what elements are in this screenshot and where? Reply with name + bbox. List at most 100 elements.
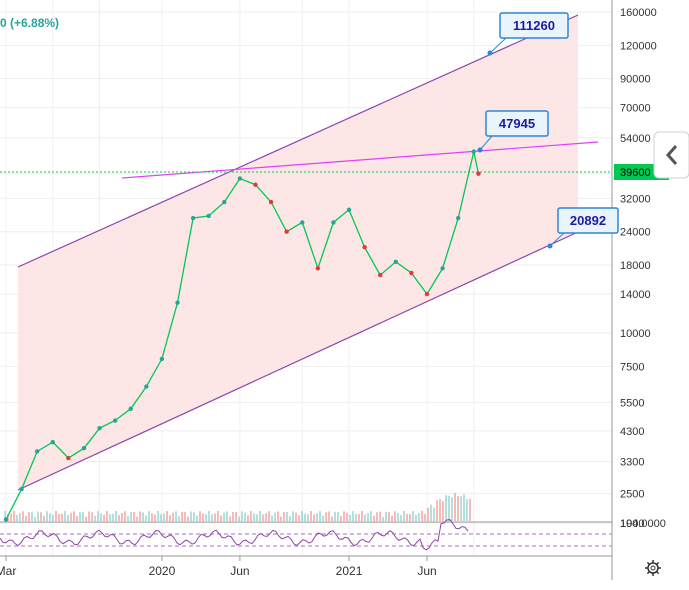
volume-bar (166, 511, 168, 521)
volume-bar (295, 512, 297, 521)
price-point (50, 439, 55, 445)
time-axis[interactable]: Mar 2020 Jun 2021 Jun (0, 556, 437, 578)
volume-bar (328, 511, 330, 521)
volume-bar (265, 513, 267, 521)
volume-bar (157, 511, 159, 521)
volume-bar (277, 511, 279, 521)
volume-bar (271, 515, 273, 521)
volume-bar (346, 512, 348, 521)
volume-bar (274, 512, 276, 521)
price-point (471, 149, 476, 154)
volume-bar (448, 495, 450, 521)
volume-bar (58, 513, 60, 521)
volume-bar (466, 499, 468, 521)
price-point (144, 384, 149, 389)
volume-bar (103, 514, 105, 521)
price-point (362, 244, 367, 250)
volume-bar (445, 495, 447, 521)
volume-bar (400, 514, 402, 521)
volume-bar (298, 515, 300, 521)
channel-upper-line (17, 14, 579, 268)
price-point (3, 517, 9, 522)
price-point (66, 455, 71, 461)
settings-button[interactable] (645, 560, 661, 576)
price-point (19, 486, 24, 492)
price-tick-label: 120000 (620, 40, 657, 52)
price-axis[interactable]: 160000 120000 90000 70000 54000 32000 24000 180… (620, 7, 657, 530)
volume-bar (361, 511, 363, 521)
volume-bar (136, 516, 138, 521)
volume-bar (268, 511, 270, 521)
volume-bar (202, 513, 204, 521)
volume-bar (151, 513, 153, 521)
volume-bar (115, 511, 117, 521)
volume-bar (397, 512, 399, 521)
volume-bar (109, 514, 111, 521)
rsi-axis-label: 100.0000 (620, 518, 666, 530)
volume-bar (217, 511, 219, 521)
volume-bar (250, 511, 252, 521)
price-series-line (5, 151, 480, 520)
price-tick-label: 14000 (620, 289, 651, 301)
volume-bar (196, 515, 198, 521)
time-tick-label: Jun (230, 564, 249, 578)
callout-20892[interactable]: 20892 (547, 207, 619, 249)
price-point (476, 171, 481, 176)
volume-bar (43, 515, 45, 521)
volume-bar (34, 516, 36, 521)
price-tick-label: 3300 (620, 456, 644, 468)
volume-bar (37, 511, 39, 521)
volume-bars (4, 493, 471, 521)
volume-bar (460, 496, 462, 521)
price-point (112, 418, 118, 423)
volume-bar (106, 511, 108, 521)
price-tick-label: 10000 (620, 328, 651, 340)
volume-bar (10, 513, 12, 521)
volume-bar (325, 512, 327, 521)
volume-bar (52, 514, 54, 521)
volume-bar (145, 515, 147, 521)
price-tick-label: 4300 (620, 426, 644, 438)
volume-bar (46, 511, 48, 521)
callout-111260[interactable]: 111260 (487, 12, 569, 56)
time-tick-label: 2021 (336, 564, 363, 578)
callout-47945[interactable]: 47945 (477, 110, 549, 153)
volume-bar (301, 511, 303, 521)
volume-bar (319, 511, 321, 521)
price-point (455, 215, 461, 221)
volume-bar (463, 494, 465, 521)
volume-bar (100, 513, 102, 521)
volume-bar (97, 511, 99, 521)
volume-bar (70, 512, 72, 521)
volume-bar (16, 514, 18, 521)
volume-bar (415, 514, 417, 521)
volume-bar (376, 512, 378, 521)
volume-bar (304, 513, 306, 521)
collapse-panel-button[interactable] (653, 131, 689, 179)
volume-bar (457, 495, 459, 521)
volume-bar (127, 516, 129, 521)
price-point (409, 270, 414, 276)
price-point (97, 425, 102, 431)
volume-bar (241, 511, 243, 521)
price-point (222, 199, 227, 205)
price-point (237, 176, 243, 181)
volume-bar (364, 514, 366, 521)
price-point (331, 220, 336, 225)
price-point (190, 215, 196, 221)
volume-bar (352, 511, 354, 521)
price-point (440, 266, 445, 271)
volume-bar (442, 501, 444, 521)
price-tick-label: 7500 (620, 361, 644, 373)
volume-bar (88, 511, 90, 521)
volume-bar (148, 511, 150, 521)
price-point (81, 446, 87, 451)
volume-bar (169, 515, 171, 521)
callout-label: 47945 (499, 116, 535, 131)
volume-bar (373, 515, 375, 521)
volume-bar (232, 511, 234, 521)
price-tick-label: 70000 (620, 103, 651, 115)
volume-bar (25, 515, 27, 521)
volume-bar (313, 514, 315, 521)
